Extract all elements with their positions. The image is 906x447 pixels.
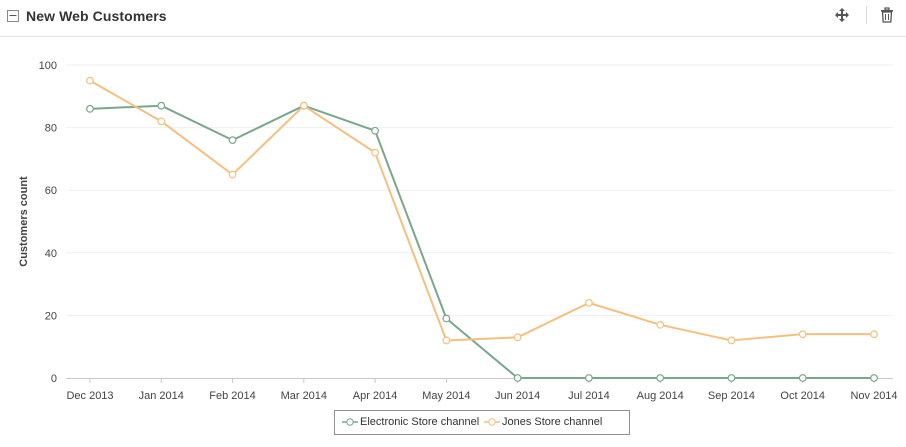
trash-icon[interactable] <box>880 7 894 23</box>
x-tick-label: Nov 2014 <box>850 390 897 402</box>
legend-label-electronic: Electronic Store channel <box>360 416 480 428</box>
series-line-0 <box>89 104 874 379</box>
data-point-0 <box>157 101 166 110</box>
data-point-1 <box>870 330 878 339</box>
y-tick-label: 100 <box>39 60 57 72</box>
line-chart: 0 20 40 60 80 100 Dec 2013 Jan 2014 Feb 2014 Mar … <box>18 60 898 402</box>
y-tick-label: 0 <box>51 373 57 385</box>
x-tick-label: Apr 2014 <box>353 390 398 402</box>
data-point-1 <box>727 336 736 345</box>
data-point-1 <box>228 170 237 179</box>
data-point-1 <box>442 336 451 345</box>
x-tick-label: May 2014 <box>422 390 470 402</box>
legend-marker-electronic <box>342 418 358 426</box>
legend-label-jones: Jones Store channel <box>502 416 603 428</box>
widget-title: New Web Customers <box>26 8 167 24</box>
data-point-1 <box>299 101 308 110</box>
data-point-0 <box>371 126 379 135</box>
data-point-1 <box>585 298 593 307</box>
data-point-0 <box>870 374 878 382</box>
y-tick-label: 40 <box>45 248 57 260</box>
header-separator <box>866 6 867 24</box>
y-axis-title: Customers count <box>18 176 30 267</box>
x-tick-label: Aug 2014 <box>637 390 684 402</box>
x-tick-label: Mar 2014 <box>281 390 327 402</box>
y-tick-label: 20 <box>45 310 57 322</box>
x-tick-label: Sep 2014 <box>708 390 755 402</box>
x-tick-label: Oct 2014 <box>780 390 825 402</box>
data-point-1 <box>157 117 166 126</box>
collapse-button[interactable]: − <box>7 9 19 22</box>
data-point-0 <box>513 374 522 382</box>
x-tick-label: Jul 2014 <box>568 390 610 402</box>
data-point-0 <box>798 374 807 382</box>
data-point-1 <box>371 148 379 157</box>
x-tick-label: Jan 2014 <box>139 390 184 402</box>
chart-legend: Electronic Store channel Jones Store cha… <box>334 410 630 435</box>
x-tick-label: Jun 2014 <box>495 390 540 402</box>
legend-marker-jones <box>484 418 500 426</box>
y-tick-label: 80 <box>45 123 57 135</box>
data-point-0 <box>585 374 593 382</box>
legend-item-electronic[interactable]: Electronic Store channel <box>342 411 482 434</box>
data-point-0 <box>228 136 237 145</box>
data-point-0 <box>727 374 736 382</box>
legend-item-jones[interactable]: Jones Store channel <box>484 411 624 434</box>
widget-header: − New Web Customers <box>0 0 906 37</box>
y-tick-label: 60 <box>45 185 57 197</box>
series-line-1 <box>89 79 874 342</box>
x-tick-label: Dec 2013 <box>66 390 113 402</box>
data-point-0 <box>86 104 94 113</box>
data-point-1 <box>86 76 94 85</box>
x-tick-label: Feb 2014 <box>209 390 255 402</box>
data-point-0 <box>656 374 665 382</box>
move-arrows-icon[interactable] <box>834 7 850 23</box>
data-point-0 <box>442 314 451 323</box>
data-point-1 <box>656 320 665 329</box>
data-point-1 <box>513 333 522 342</box>
data-point-1 <box>798 330 807 339</box>
